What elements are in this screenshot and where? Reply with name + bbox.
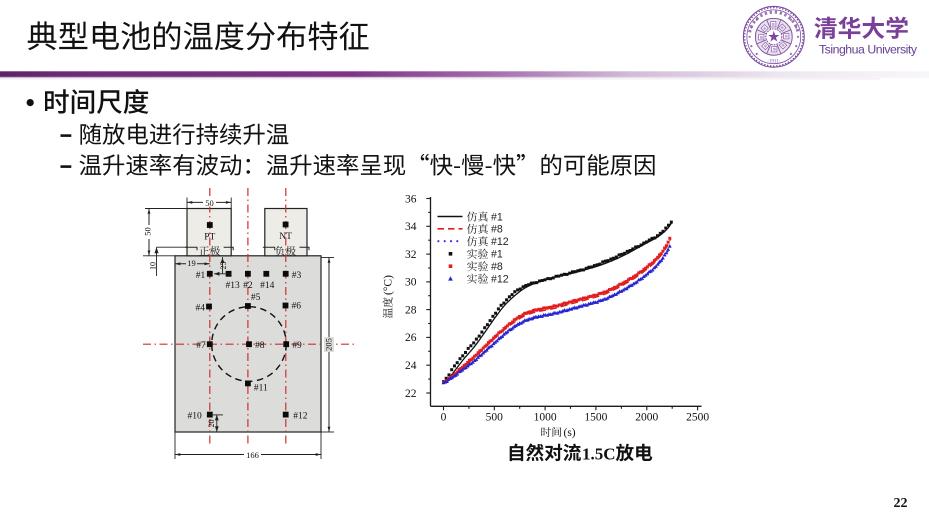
svg-text:22: 22: [405, 388, 417, 400]
svg-text:32: 32: [405, 249, 417, 261]
svg-text:24: 24: [405, 360, 417, 372]
svg-text:NT: NT: [279, 232, 292, 242]
svg-text:#1: #1: [196, 271, 206, 281]
svg-text:2500: 2500: [686, 411, 709, 423]
svg-text:#4: #4: [196, 304, 206, 314]
svg-text:#9: #9: [292, 341, 302, 351]
svg-text:#3: #3: [292, 271, 302, 281]
svg-text:#8: #8: [255, 341, 265, 351]
svg-text:#12: #12: [491, 236, 509, 248]
svg-text:PT: PT: [204, 233, 215, 243]
svg-text:#1: #1: [491, 249, 503, 261]
svg-text:#1: #1: [491, 211, 503, 223]
svg-text:#13: #13: [225, 281, 240, 291]
svg-text:#8: #8: [491, 224, 503, 236]
svg-text:19: 19: [187, 258, 196, 268]
svg-text:50: 50: [205, 198, 214, 208]
svg-text:#12: #12: [293, 412, 308, 422]
svg-text:1500: 1500: [584, 411, 607, 423]
svg-text:#5: #5: [251, 293, 261, 303]
svg-text:#10: #10: [188, 412, 203, 422]
svg-text:34: 34: [405, 221, 417, 233]
svg-text:(s): (s): [564, 427, 576, 439]
svg-text:10: 10: [149, 262, 158, 270]
svg-text:#12: #12: [491, 274, 509, 286]
svg-text:#8: #8: [491, 261, 503, 273]
svg-text:#7: #7: [196, 341, 206, 351]
svg-text:22: 22: [894, 496, 908, 511]
svg-text:1.5C: 1.5C: [582, 445, 616, 464]
svg-text:166: 166: [246, 450, 259, 460]
svg-text:25: 25: [219, 262, 228, 270]
svg-text:2000: 2000: [635, 411, 658, 423]
svg-text:205: 205: [324, 338, 334, 351]
svg-text:50: 50: [143, 227, 153, 236]
svg-text:#6: #6: [292, 302, 302, 312]
svg-text:Tsinghua University: Tsinghua University: [819, 43, 918, 57]
svg-text:#2: #2: [243, 281, 253, 291]
svg-text:1000: 1000: [534, 411, 557, 423]
svg-text:#11: #11: [254, 383, 268, 393]
svg-text:26: 26: [405, 332, 417, 344]
svg-text:28: 28: [405, 304, 417, 316]
svg-text:·1911·: ·1911·: [767, 59, 780, 64]
svg-text:0: 0: [441, 411, 447, 423]
svg-text:36: 36: [405, 193, 417, 205]
svg-text:#14: #14: [260, 281, 275, 291]
svg-text:(°C): (°C): [383, 275, 395, 295]
svg-text:500: 500: [486, 411, 504, 423]
svg-text:30: 30: [405, 277, 417, 289]
svg-text:20: 20: [207, 420, 216, 428]
